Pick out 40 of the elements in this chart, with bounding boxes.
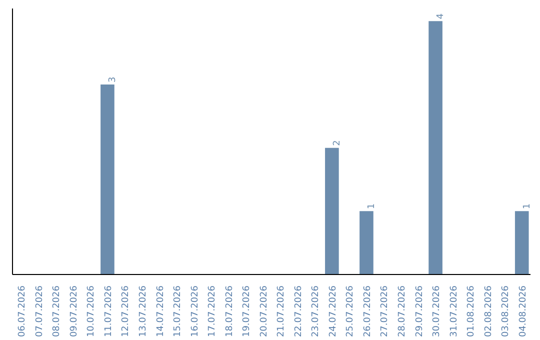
x-tick-label: 15.07.2026 bbox=[173, 285, 184, 338]
bar bbox=[514, 211, 529, 274]
x-tick-label: 02.08.2026 bbox=[484, 285, 494, 338]
data-label: 3 bbox=[108, 76, 118, 82]
x-tick-label: 06.07.2026 bbox=[18, 285, 28, 338]
x-tick-label: 07.07.2026 bbox=[34, 285, 45, 338]
x-tick-label: 11.07.2026 bbox=[104, 285, 114, 338]
x-tick-label: 27.07.2026 bbox=[380, 285, 390, 338]
x-tick-label: 03.08.2026 bbox=[501, 285, 512, 338]
data-label: 1 bbox=[522, 203, 532, 210]
x-tick-label: 23.07.2026 bbox=[311, 285, 322, 338]
data-label: 2 bbox=[332, 140, 342, 146]
x-tick-label: 12.07.2026 bbox=[121, 285, 132, 338]
x-tick-label: 30.07.2026 bbox=[432, 285, 442, 338]
x-tick-label: 17.07.2026 bbox=[208, 285, 218, 338]
x-tick-label: 16.07.2026 bbox=[190, 285, 200, 338]
x-tick-label: 14.07.2026 bbox=[156, 285, 166, 338]
x-tick-label: 28.07.2026 bbox=[398, 285, 408, 338]
bar bbox=[360, 211, 374, 274]
x-tick-label: 21.07.2026 bbox=[276, 285, 287, 338]
bar bbox=[325, 148, 339, 274]
x-tick-label: 18.07.2026 bbox=[224, 285, 235, 338]
bar bbox=[100, 84, 114, 274]
x-tick-label: 19.07.2026 bbox=[242, 285, 252, 338]
bar bbox=[428, 21, 442, 274]
x-tick-label: 24.07.2026 bbox=[328, 285, 338, 338]
x-tick-label: 04.08.2026 bbox=[518, 285, 528, 338]
x-tick-label: 31.07.2026 bbox=[449, 285, 460, 338]
data-label: 1 bbox=[366, 203, 377, 210]
x-tick-label: 10.07.2026 bbox=[86, 285, 97, 338]
data-label: 4 bbox=[436, 13, 446, 20]
x-tick-label: 29.07.2026 bbox=[414, 285, 425, 338]
x-tick-label: 08.07.2026 bbox=[52, 285, 62, 338]
x-tick-label: 26.07.2026 bbox=[362, 285, 373, 338]
x-tick-label: 09.07.2026 bbox=[69, 285, 80, 338]
x-tick-label: 01.08.2026 bbox=[466, 285, 477, 338]
x-tick-label: 13.07.2026 bbox=[138, 285, 148, 338]
x-tick-label: 22.07.2026 bbox=[294, 285, 304, 338]
x-tick-label: 25.07.2026 bbox=[346, 285, 356, 338]
x-tick-label: 20.07.2026 bbox=[259, 285, 270, 338]
